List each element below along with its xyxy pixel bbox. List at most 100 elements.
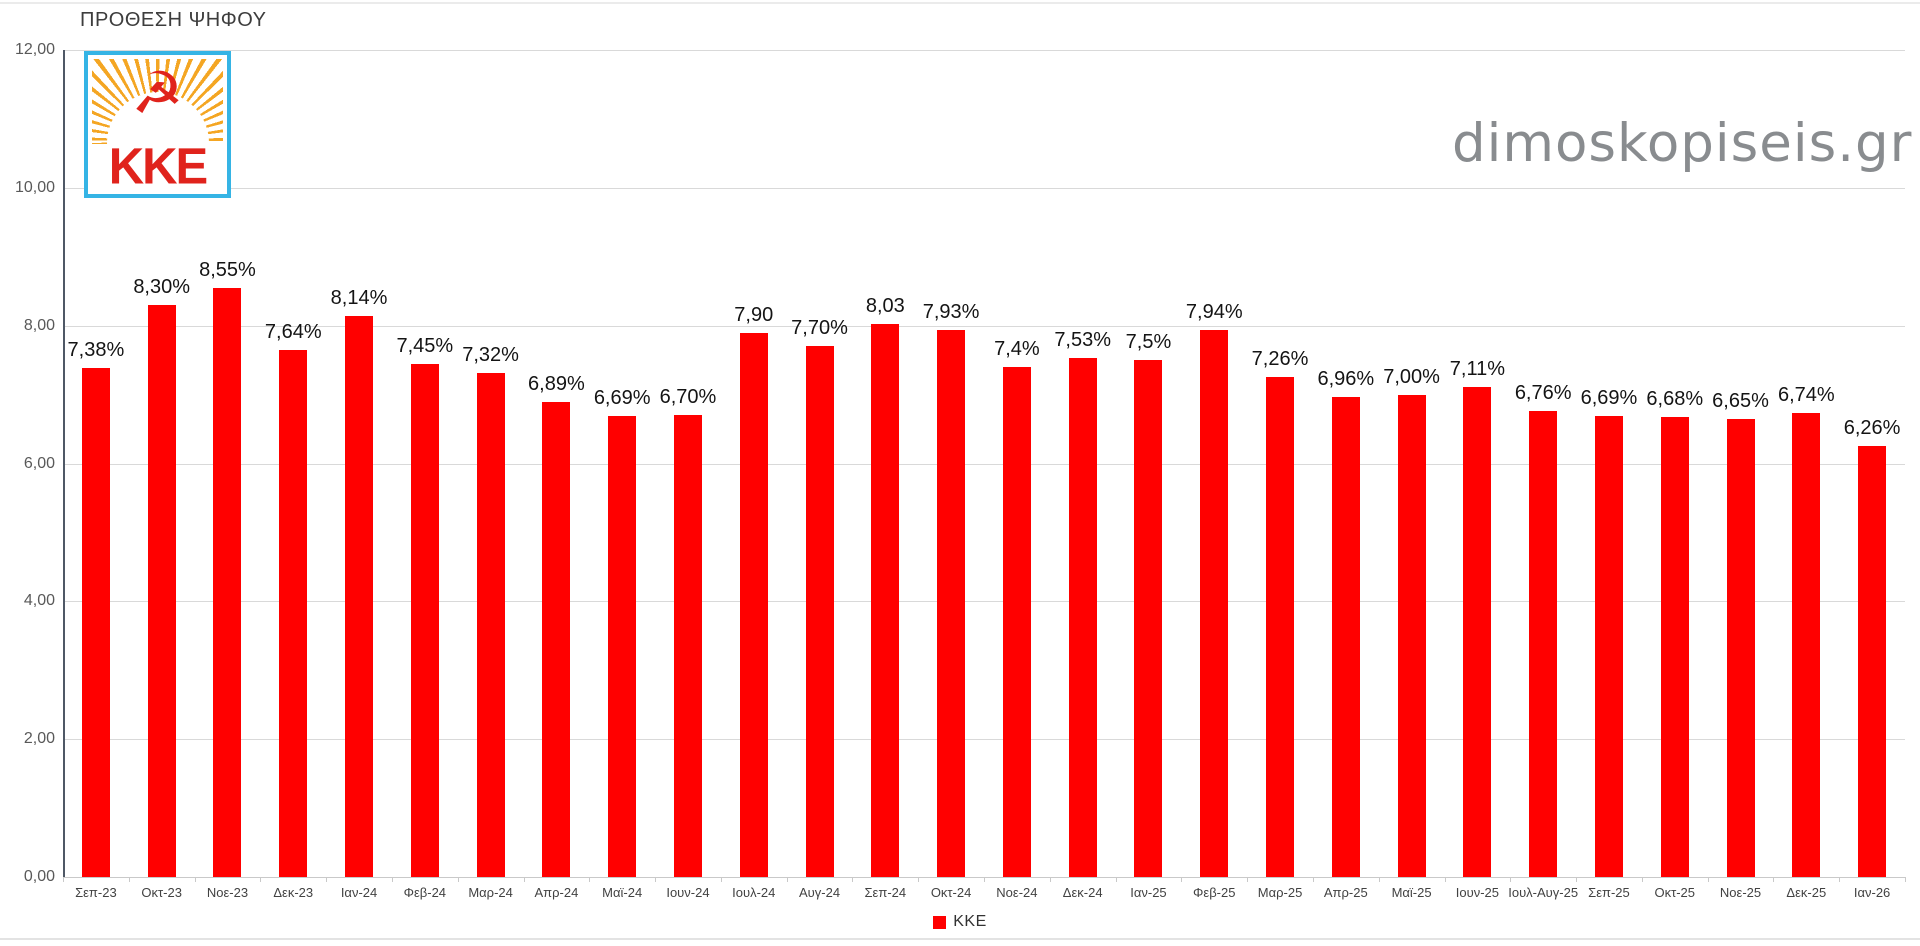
x-axis-tick	[1312, 877, 1314, 882]
x-axis-category-label: Οκτ-24	[930, 885, 972, 900]
x-axis-tick	[589, 877, 591, 882]
y-gridline	[63, 463, 1905, 465]
bar-value-label: 6,69%	[1580, 386, 1638, 409]
y-axis-tick-label: 6,00	[23, 454, 55, 472]
x-axis-tick	[984, 877, 985, 882]
bar-value-label: 7,5%	[1125, 331, 1172, 354]
bar-value-label: 7,32%	[462, 343, 519, 366]
kke-party-logo: ☭ KKE	[84, 51, 231, 198]
bar-Ιουν-25	[1463, 387, 1492, 877]
legend: ΚΚΕ	[0, 913, 1920, 931]
x-axis-category-label: Νοε-23	[206, 885, 249, 900]
bar-Νοε-25	[1726, 418, 1755, 877]
bar-Απρ-24	[542, 402, 571, 877]
x-axis-tick	[1049, 877, 1051, 882]
bar-value-label: 6,68%	[1646, 387, 1704, 410]
x-axis-category-label: Δεκ-24	[1062, 885, 1103, 900]
chart-title: ΠΡΟΘΕΣΗ ΨΗΦΟΥ	[80, 9, 267, 31]
x-axis-tick	[1378, 877, 1380, 882]
bar-Φεβ-24	[410, 363, 439, 877]
x-axis-tick	[523, 877, 525, 882]
y-axis-tick-label: 2,00	[23, 730, 55, 748]
x-axis-tick	[63, 877, 64, 882]
x-axis-tick	[720, 877, 722, 882]
x-axis-category-label: Σεπ-23	[75, 885, 117, 900]
bar-value-label: 6,74%	[1777, 383, 1835, 406]
x-axis-tick	[1181, 877, 1183, 882]
y-gridline	[63, 739, 1905, 741]
hammer-sickle-icon: ☭	[131, 59, 184, 127]
bar-value-label: 6,26%	[1843, 416, 1901, 439]
x-axis-category-label: Μαϊ-25	[1391, 885, 1432, 900]
y-gridline	[63, 601, 1905, 603]
y-gridline	[63, 187, 1905, 189]
bar-value-label: 7,26%	[1251, 347, 1309, 370]
x-axis-category-label: Φεβ-25	[1193, 885, 1236, 900]
bar-value-label: 7,93%	[922, 301, 980, 324]
bar-value-label: 8,14%	[330, 287, 388, 310]
x-axis-tick	[1707, 877, 1709, 882]
bar-value-label: 8,55%	[199, 258, 256, 281]
x-axis-category-label: Οκτ-23	[141, 885, 182, 900]
y-axis-tick-label: 10,00	[14, 178, 55, 196]
x-axis-tick	[655, 877, 657, 882]
x-axis-category-label: Ιαν-24	[340, 885, 378, 900]
bar-Δεκ-24	[1068, 358, 1097, 877]
x-axis-category-label: Ιαν-26	[1853, 885, 1891, 900]
bar-Αυγ-24	[805, 346, 834, 877]
bar-Οκτ-23	[147, 304, 176, 877]
legend-color-swatch	[933, 915, 947, 929]
bar-Οκτ-25	[1660, 416, 1689, 877]
bar-value-label: 7,45%	[396, 334, 454, 357]
bar-Ιουλ-24	[739, 332, 768, 877]
x-axis-category-label: Ιαν-25	[1130, 885, 1167, 900]
y-axis-tick-label: 12,00	[14, 41, 55, 58]
y-axis-tick-label: 0,00	[23, 868, 55, 885]
x-axis-category-label: Ιουλ-Αυγ-25	[1508, 885, 1579, 900]
x-axis-category-label: Δεκ-23	[273, 885, 314, 900]
x-axis-category-label: Φεβ-24	[403, 885, 447, 900]
x-axis-tick	[1576, 877, 1578, 882]
bar-Ιουλ-Αυγ-25	[1529, 411, 1558, 877]
x-axis-tick	[326, 877, 328, 882]
bar-Ιαν-26	[1858, 445, 1887, 877]
bar-value-label: 7,00%	[1383, 365, 1440, 388]
bar-value-label: 7,53%	[1054, 329, 1112, 352]
bar-Μαϊ-25	[1397, 394, 1426, 877]
x-axis-tick	[391, 877, 393, 882]
x-axis-tick	[852, 877, 854, 882]
x-axis-tick	[1641, 877, 1643, 882]
x-axis-category-label: Ιουλ-24	[732, 885, 776, 900]
top-border-line	[0, 2, 1920, 4]
x-axis-category-label: Ιουν-24	[666, 885, 710, 900]
x-axis-category-label: Αυγ-24	[798, 885, 841, 900]
x-axis-category-label: Νοε-25	[1719, 885, 1762, 900]
x-axis-tick	[1905, 877, 1906, 882]
bar-value-label: 6,89%	[528, 373, 585, 396]
x-axis-category-label: Απρ-25	[1323, 885, 1368, 900]
bar-Νοε-24	[1002, 367, 1031, 877]
y-gridline	[63, 50, 1905, 51]
x-axis-category-label: Μαρ-24	[468, 885, 513, 900]
x-axis-tick	[1510, 877, 1512, 882]
x-axis-tick	[1247, 877, 1249, 882]
x-axis-tick	[1839, 877, 1841, 882]
bar-Σεπ-25	[1594, 415, 1623, 877]
bar-value-label: 7,94%	[1185, 300, 1243, 323]
bar-Φεβ-25	[1200, 329, 1229, 877]
bar-value-label: 7,11%	[1449, 358, 1505, 380]
x-axis-tick	[260, 877, 262, 882]
bar-Σεπ-24	[871, 323, 900, 877]
bar-Δεκ-25	[1792, 412, 1821, 877]
x-axis-tick	[1115, 877, 1117, 882]
x-axis-category-label: Σεπ-25	[1588, 885, 1630, 900]
x-axis-category-label: Νοε-24	[996, 885, 1038, 900]
x-axis-category-label: Μαρ-25	[1257, 885, 1303, 900]
bar-Μαϊ-24	[608, 415, 637, 877]
bottom-border-line	[0, 938, 1920, 940]
y-gridline	[63, 325, 1905, 327]
x-axis-tick	[1444, 877, 1446, 882]
bar-value-label: 6,70%	[659, 386, 717, 409]
bar-Μαρ-24	[476, 372, 505, 877]
